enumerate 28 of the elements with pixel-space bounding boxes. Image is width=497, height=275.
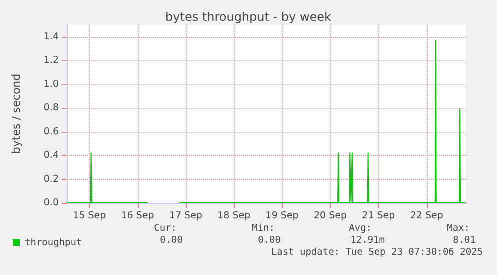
text: Max: <box>447 223 470 234</box>
x-tick-label: 17 Sep <box>169 210 202 222</box>
x-tick-label: 20 Sep <box>314 210 347 222</box>
y-tick-label: 1.2 <box>44 55 59 66</box>
text: 12.91m <box>350 235 385 246</box>
legend-label: throughput <box>25 238 82 248</box>
y-axis-title: bytes / second <box>10 74 23 154</box>
text: 0.00 <box>258 235 281 246</box>
x-tick-label: 19 Sep <box>266 210 299 222</box>
text: Last update: Tue Sep 23 07:30:06 2025 <box>271 247 483 258</box>
text: Cur: <box>154 223 177 234</box>
x-tick-label: 18 Sep <box>218 210 251 222</box>
text: Avg: <box>349 223 372 234</box>
y-tick-label: 1.4 <box>44 31 59 42</box>
text: 0.00 <box>160 235 183 246</box>
x-tick-label: 22 Sep <box>410 210 444 222</box>
text: 8.01 <box>453 235 476 246</box>
y-tick-label: 0.4 <box>44 150 59 162</box>
y-tick-label: 0.6 <box>44 126 59 138</box>
y-tick-label: 1.0 <box>44 78 59 90</box>
x-tick-label: 15 Sep <box>73 210 106 222</box>
x-tick-label: 21 Sep <box>362 210 396 222</box>
text: Min: <box>252 223 275 234</box>
x-tick-label: 16 Sep <box>121 210 154 222</box>
chart-title: bytes throughput - by week <box>166 10 332 24</box>
y-tick-label: 0.0 <box>44 198 59 208</box>
y-tick-label: 0.2 <box>44 174 59 185</box>
y-tick-label: 0.8 <box>44 102 59 114</box>
